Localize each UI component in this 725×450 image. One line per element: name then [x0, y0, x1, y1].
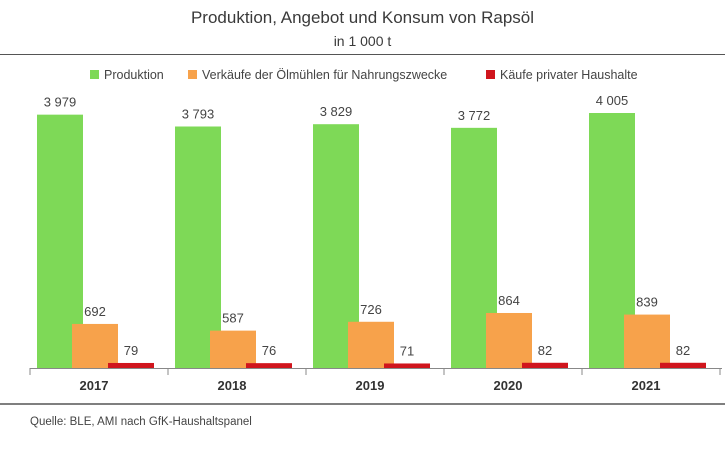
data-label-produktion-2021: 4 005 [596, 93, 629, 108]
bar-verk-2018 [210, 330, 256, 368]
data-label-verk-2019: 726 [360, 302, 382, 317]
legend-swatch-kaeufe [486, 70, 495, 79]
data-label-verk-2020: 864 [498, 293, 520, 308]
bar-k-2020 [522, 362, 568, 368]
x-tick-label-2017: 2017 [80, 378, 109, 393]
bar-k-2017 [108, 362, 154, 368]
chart-subtitle: in 1 000 t [333, 33, 392, 49]
legend-label-produktion: Produktion [104, 68, 164, 82]
x-tick-label-2021: 2021 [632, 378, 661, 393]
data-label-k-2018: 76 [262, 343, 276, 358]
bar-verk-2021 [624, 314, 670, 368]
data-label-verk-2017: 692 [84, 304, 106, 319]
data-label-k-2021: 82 [676, 343, 690, 358]
bar-produktion-2018 [175, 126, 221, 368]
data-label-produktion-2018: 3 793 [182, 106, 215, 121]
data-label-k-2019: 71 [400, 343, 414, 358]
bar-k-2021 [660, 362, 706, 368]
legend-item-kaeufe: Käufe privater Haushalte [486, 68, 638, 82]
x-tick-label-2018: 2018 [218, 378, 247, 393]
x-tick-label-2019: 2019 [356, 378, 385, 393]
legend-item-verkaeufe: Verkäufe der Ölmühlen für Nahrungszwecke [188, 68, 447, 82]
bar-verk-2019 [348, 321, 394, 368]
legend-swatch-produktion [90, 70, 99, 79]
title-divider [0, 54, 725, 55]
bar-verk-2017 [72, 323, 118, 368]
x-tick-label-2020: 2020 [494, 378, 523, 393]
chart-title: Produktion, Angebot und Konsum von Rapsö… [190, 8, 535, 27]
data-label-k-2017: 79 [124, 343, 138, 358]
data-label-produktion-2020: 3 772 [458, 108, 491, 123]
data-label-verk-2018: 587 [222, 311, 244, 326]
bar-k-2019 [384, 363, 430, 368]
legend-item-produktion: Produktion [90, 68, 164, 82]
source-note: Quelle: BLE, AMI nach GfK-Haushaltspanel [30, 416, 252, 428]
data-label-verk-2021: 839 [636, 295, 658, 310]
legend-label-kaeufe: Käufe privater Haushalte [500, 68, 638, 82]
data-label-produktion-2019: 3 829 [320, 104, 353, 119]
chart-legend: Produktion Verkäufe der Ölmühlen für Nah… [0, 68, 725, 86]
data-label-produktion-2017: 3 979 [44, 95, 77, 110]
legend-swatch-verkaeufe [188, 70, 197, 79]
bar-verk-2020 [486, 312, 532, 368]
legend-label-verkaeufe: Verkäufe der Ölmühlen für Nahrungszwecke [202, 68, 448, 82]
bar-k-2018 [246, 363, 292, 368]
data-label-k-2020: 82 [538, 343, 552, 358]
